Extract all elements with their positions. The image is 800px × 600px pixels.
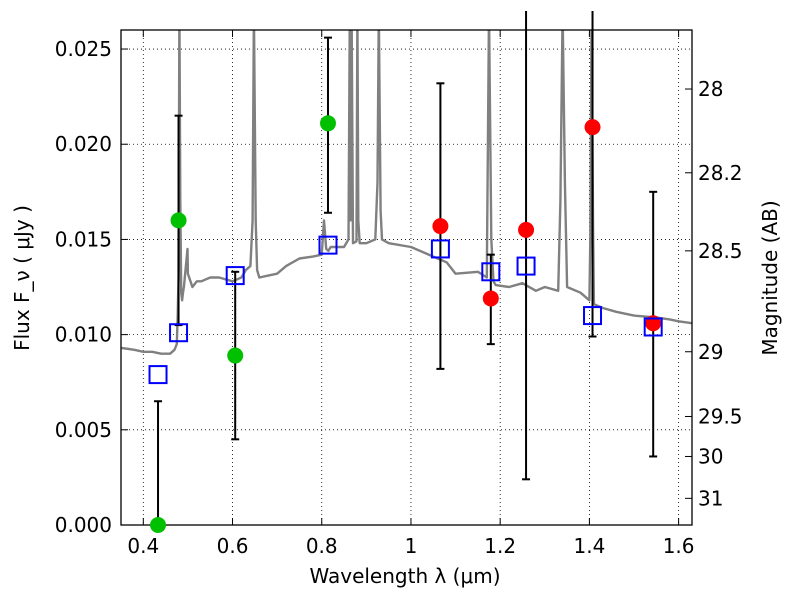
- x-tick-label: 0.6: [217, 534, 249, 558]
- detections-marker: [584, 119, 601, 136]
- model_photometry-marker: [148, 365, 168, 385]
- right-tick-label: 30: [698, 444, 723, 468]
- y-tick-label: 0.020: [55, 132, 112, 156]
- y-tick-label: 0.010: [55, 323, 112, 347]
- model_photometry-marker: [169, 323, 189, 343]
- optical-marker: [150, 517, 167, 533]
- optical-marker: [170, 212, 187, 229]
- model_photometry-marker: [318, 235, 338, 255]
- model_photometry-marker: [516, 256, 536, 276]
- right-tick-label: 29.5: [698, 404, 743, 428]
- model_photometry-marker: [643, 317, 663, 337]
- model_photometry-marker: [481, 262, 501, 282]
- x-tick-label: 1: [405, 534, 418, 558]
- right-tick-label: 28.2: [698, 161, 743, 185]
- detections-marker: [432, 218, 449, 235]
- y-axis-label: Flux F_ν ( μJy ): [10, 205, 34, 351]
- optical-marker: [319, 115, 336, 132]
- y-tick-label: 0.000: [55, 513, 112, 537]
- detections-marker: [518, 221, 535, 238]
- x-tick-label: 0.4: [127, 534, 159, 558]
- plot-area: [121, 30, 692, 355]
- x-tick-label: 0.8: [306, 534, 338, 558]
- spectrum-line: [121, 30, 692, 355]
- right-tick-label: 29: [698, 340, 723, 364]
- y-tick-label: 0.025: [55, 37, 112, 61]
- detections-marker: [482, 290, 499, 307]
- right-tick-label: 31: [698, 486, 723, 510]
- x-tick-label: 1.6: [663, 534, 695, 558]
- ticks: 0.4 0.6 0.8 1 1.2 1.4 1.6 0.000 0.005 0.010 0.015 0…: [55, 30, 743, 558]
- optical-marker: [227, 347, 244, 364]
- right-tick-label: 28.5: [698, 239, 743, 263]
- markers-overlay: [148, 10, 663, 533]
- y-tick-label: 0.005: [55, 418, 112, 442]
- grid: [121, 30, 692, 526]
- model_photometry-marker: [225, 266, 245, 286]
- right-tick-label: 28: [698, 77, 723, 101]
- x-tick-label: 1.4: [573, 534, 605, 558]
- right-axis-label: Magnitude (AB): [758, 200, 782, 355]
- plot-frame: [120, 29, 693, 526]
- model_photometry-marker: [583, 306, 603, 326]
- x-axis-label: Wavelength λ (μm): [309, 564, 500, 588]
- x-tick-label: 1.2: [484, 534, 516, 558]
- y-tick-label: 0.015: [55, 227, 112, 251]
- model_photometry-marker: [430, 239, 450, 259]
